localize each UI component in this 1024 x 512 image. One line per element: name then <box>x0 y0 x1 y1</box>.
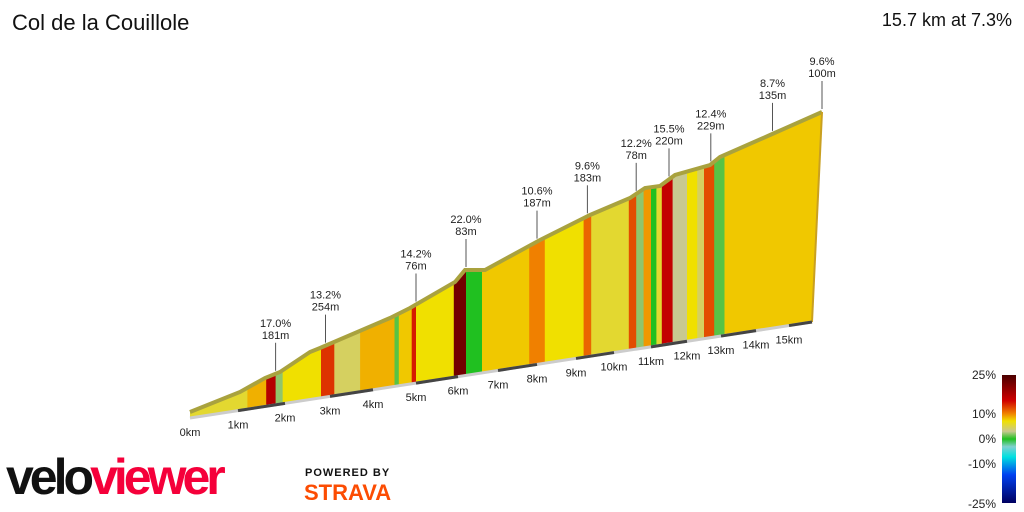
gradient-segment <box>756 112 822 331</box>
annotation-length: 187m <box>523 198 551 210</box>
legend-label: -25% <box>968 497 996 511</box>
x-tick-label: 6km <box>448 386 469 398</box>
gradient-segment <box>360 313 395 392</box>
veloviewer-logo: veloviewer <box>6 449 226 505</box>
annotation-length: 220m <box>655 135 683 147</box>
legend-label: 0% <box>979 432 997 446</box>
annotation-grade: 10.6% <box>521 186 552 198</box>
km-baseline-segment <box>650 339 688 349</box>
gradient-segment <box>628 191 637 351</box>
gradient-segment <box>656 182 663 347</box>
annotation-grade: 12.2% <box>621 138 652 150</box>
annotation-grade: 9.6% <box>809 56 834 68</box>
annotation-grade: 17.0% <box>260 318 291 330</box>
x-tick-label: 8km <box>527 373 548 385</box>
gradient-segment <box>416 280 455 384</box>
x-tick-label: 3km <box>320 405 341 417</box>
x-tick-label: 7km <box>488 379 509 391</box>
page-title: Col de la Couillole <box>12 10 190 35</box>
gradient-segment <box>266 371 277 407</box>
x-tick-label: 12km <box>674 350 701 362</box>
annotation-grade: 14.2% <box>400 249 431 261</box>
gradient-segment <box>661 174 674 346</box>
km-baseline-segment <box>237 401 286 413</box>
annotation-length: 183m <box>574 172 602 184</box>
gradient-segment <box>583 212 592 358</box>
gradient-segment <box>697 164 705 340</box>
annotation-length: 100m <box>808 68 836 80</box>
annotation-length: 254m <box>312 302 340 314</box>
x-tick-label: 5km <box>406 392 427 404</box>
gradient-segment <box>282 345 322 404</box>
profile-top-edge <box>189 110 823 414</box>
x-tick-label: 15km <box>776 335 803 347</box>
annotation-length: 135m <box>759 90 787 102</box>
annotation-grade: 8.7% <box>760 78 785 90</box>
annotation-grade: 22.0% <box>450 214 481 226</box>
x-tick-label: 0km <box>180 427 201 439</box>
gradient-segment <box>453 268 467 378</box>
annotation-grade: 12.4% <box>695 108 726 120</box>
annotation-length: 83m <box>455 226 476 238</box>
x-tick-label: 9km <box>566 367 587 379</box>
gradient-segment <box>466 268 483 376</box>
profile-end-edge <box>811 111 823 323</box>
x-tick-label: 4km <box>363 399 384 411</box>
legend-label: 10% <box>972 407 996 421</box>
gradient-segment <box>651 184 657 347</box>
x-tick-label: 10km <box>601 362 628 374</box>
annotation-grade: 13.2% <box>310 290 341 302</box>
climb-summary: 15.7 km at 7.3% <box>881 10 1012 30</box>
strava-logo: STRAVA <box>304 480 392 505</box>
annotation-grade: 15.5% <box>653 123 684 135</box>
annotation-length: 76m <box>405 261 426 273</box>
annotation-length: 78m <box>625 150 646 162</box>
gradient-segment <box>482 243 530 373</box>
gradient-segment <box>672 169 688 344</box>
gradient-segment <box>643 185 652 348</box>
x-tick-label: 13km <box>708 345 735 357</box>
gradient-segment <box>275 367 284 405</box>
gradient-legend-bar <box>1002 375 1016 503</box>
legend-label: -10% <box>968 457 996 471</box>
km-baseline-segment <box>720 329 757 338</box>
x-tick-label: 11km <box>638 356 664 368</box>
gradient-segment <box>724 138 757 336</box>
gradient-segment <box>394 311 400 387</box>
x-tick-label: 2km <box>275 412 296 424</box>
gradient-segment <box>398 304 413 386</box>
km-baseline-segment <box>329 388 374 398</box>
gradient-segment <box>714 152 725 338</box>
powered-by-label: POWERED BY <box>305 467 391 479</box>
km-baseline-segment <box>788 320 813 328</box>
annotation-length: 229m <box>697 120 725 132</box>
x-tick-label: 14km <box>743 340 770 352</box>
km-baseline-segment <box>497 362 538 372</box>
gradient-segment <box>321 339 335 398</box>
gradient-segment <box>687 166 698 342</box>
gradient-segment <box>334 328 361 396</box>
gradient-segment <box>544 215 585 364</box>
gradient-segment <box>411 302 417 384</box>
gradient-segment <box>529 235 546 366</box>
km-baseline-segment <box>575 351 615 360</box>
gradient-segment <box>636 186 645 350</box>
legend-label: 25% <box>972 368 996 382</box>
km-baseline-segment <box>415 375 459 385</box>
annotation-grade: 9.6% <box>575 160 600 172</box>
annotation-length: 181m <box>262 330 290 342</box>
gradient-segment <box>704 159 715 339</box>
gradient-segment <box>591 196 630 357</box>
x-tick-label: 1km <box>228 420 249 432</box>
